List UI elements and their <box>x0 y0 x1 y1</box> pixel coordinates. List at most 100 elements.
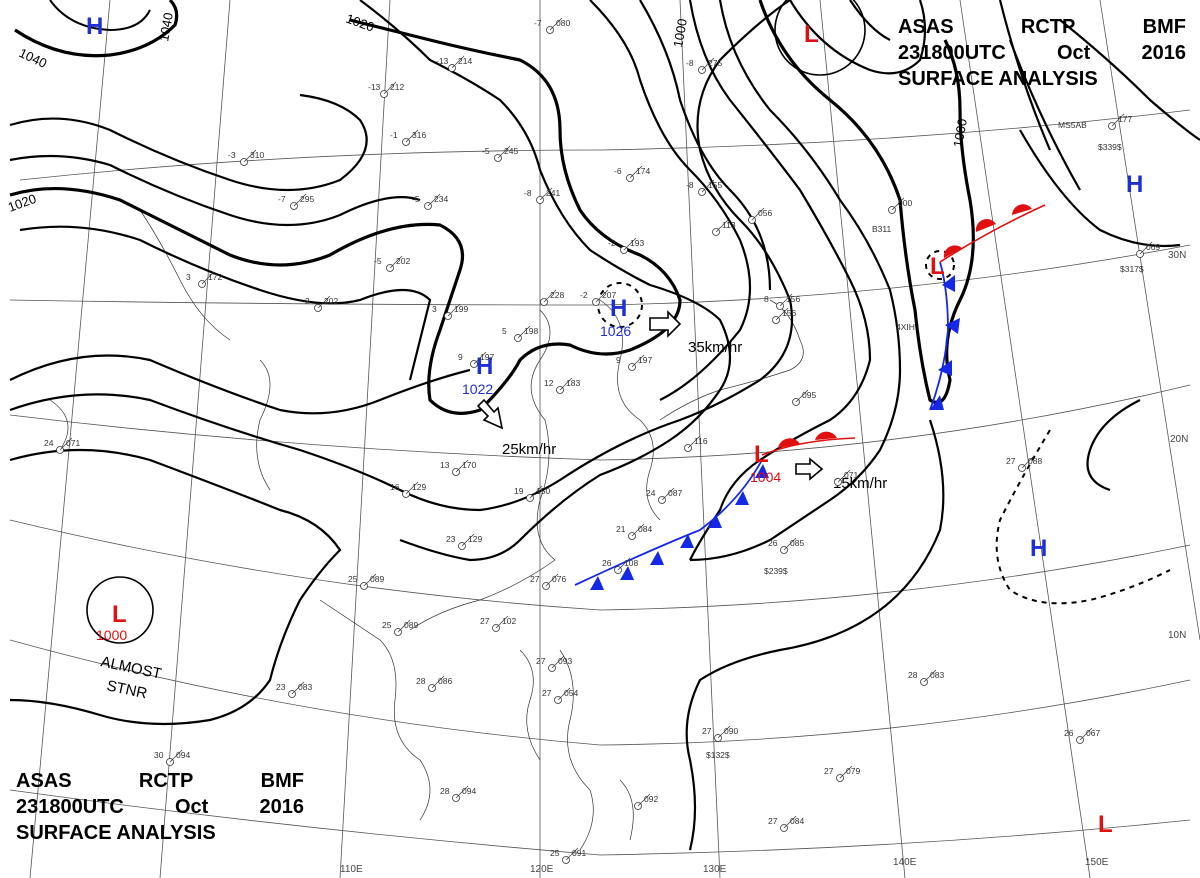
station-temp: 5 <box>502 326 507 336</box>
lat-label-30n: 30N <box>1168 250 1186 261</box>
station-plot: -7 295 <box>278 193 314 210</box>
station-pressure: 088 <box>1028 456 1042 466</box>
wind-barb <box>701 57 715 71</box>
station-temp: -5 <box>374 256 382 266</box>
footer-time: 231800UTC <box>16 796 124 818</box>
station-temp: -2 <box>608 238 616 248</box>
cold-front-1 <box>574 459 769 590</box>
station-pressure: 089 <box>370 574 384 584</box>
wind-barb <box>517 325 531 339</box>
station-temp: 8 <box>764 294 769 304</box>
header-line-2: 231800UTC Oct 2016 <box>898 40 1186 66</box>
station-temp: 27 <box>542 688 552 698</box>
station-pressure: 095 <box>802 390 816 400</box>
high-center-1026: H <box>610 295 627 322</box>
wind-barb <box>397 619 411 633</box>
wind-barb <box>687 435 701 449</box>
station-temp: 3 <box>432 304 437 314</box>
station-pressure: 083 <box>298 682 312 692</box>
motion-label-25: 25km/hr <box>502 441 556 458</box>
wind-barb <box>717 725 731 739</box>
station-pressure: 197 <box>480 352 494 362</box>
station-pressure: 150 <box>536 486 550 496</box>
warm-front-2 <box>939 204 1046 263</box>
pressure-centers: H H H L L L H H L L <box>86 13 1143 838</box>
station-pressure: 054 <box>564 688 578 698</box>
wind-barb <box>495 615 509 629</box>
wind-barb <box>661 487 675 501</box>
station-plot: 095 <box>792 389 816 406</box>
high-center-1022: H <box>476 353 493 380</box>
station-pressure: 086 <box>438 676 452 686</box>
wind-barb <box>383 81 397 95</box>
station-temp: 21 <box>616 524 626 534</box>
wind-barb <box>497 145 511 159</box>
lat-label-20n: 20N <box>1170 434 1188 445</box>
station-temp: 23 <box>276 682 286 692</box>
station-temp: 24 <box>44 438 54 448</box>
station-plot: 27 102 <box>480 615 516 632</box>
station-plot: 25 091 <box>550 847 586 864</box>
station-temp: 27 <box>702 726 712 736</box>
station-plot: -7 080 <box>534 17 570 34</box>
lon-label-110e: 110E <box>340 864 363 875</box>
station-plot: 26 067 <box>1064 727 1100 744</box>
warm-front-1 <box>761 431 856 456</box>
station-plot: -2 207 <box>580 289 616 306</box>
station-pressure: 197 <box>638 355 652 365</box>
station-plot: 8 156 <box>764 293 800 310</box>
high-center-east: H <box>1126 171 1143 198</box>
station-plot: 21 084 <box>616 523 652 540</box>
station-pressure: 080 <box>556 18 570 28</box>
low-center-north: L <box>804 21 819 48</box>
station-temp: 25 <box>382 620 392 630</box>
wind-barb <box>595 289 609 303</box>
low-center-northeast: L <box>930 253 945 280</box>
wind-barb <box>1079 727 1093 741</box>
station-temp: -1 <box>390 130 398 140</box>
wind-barb <box>631 523 645 537</box>
lon-label-140e: 140E <box>893 857 917 868</box>
station-pressure: 234 <box>434 194 448 204</box>
lon-label-120e: 120E <box>530 864 554 875</box>
wind-barb <box>405 129 419 143</box>
station-pressure: 076 <box>552 574 566 584</box>
wind-barb <box>623 237 637 251</box>
header-month: Oct <box>1057 42 1091 64</box>
wind-barb <box>751 207 765 221</box>
wind-barb <box>201 271 215 285</box>
footer-year: 2016 <box>259 796 305 818</box>
station-pressure: 156 <box>786 294 800 304</box>
station-plot: 27 076 <box>530 573 566 590</box>
station-pressure: 000 <box>898 198 912 208</box>
station-pressure: 170 <box>462 460 476 470</box>
station-pressure: 071 <box>66 438 80 448</box>
station-temp: 12 <box>544 378 554 388</box>
station-plot: -1 316 <box>390 129 426 146</box>
station-plot: 071 <box>834 469 858 486</box>
station-temp: -3 <box>228 150 236 160</box>
station-plot: -6 174 <box>614 165 650 182</box>
ship-id-5: B311 <box>872 224 891 234</box>
station-plot: 28 094 <box>440 785 476 802</box>
station-temp: -5 <box>482 146 490 156</box>
station-temp: -8 <box>524 188 532 198</box>
graticule-labels: 30N 20N 10N 110E 120E 130E 140E 150E <box>340 250 1188 875</box>
station-pressure: 228 <box>550 290 564 300</box>
wind-barb <box>551 655 565 669</box>
station-pressure: 071 <box>844 470 858 480</box>
wind-barb <box>839 765 853 779</box>
footer-title: SURFACE ANALYSIS <box>16 822 216 844</box>
station-pressure: 094 <box>462 786 476 796</box>
ship-id-1: $239$ <box>764 566 788 576</box>
station-pressure: 108 <box>624 558 638 568</box>
station-pressure: 094 <box>176 750 190 760</box>
ship-id-2: $132$ <box>706 750 730 760</box>
station-plot: 000 <box>888 197 912 214</box>
wind-barb <box>1021 455 1035 469</box>
header-title: SURFACE ANALYSIS <box>898 68 1098 90</box>
wind-barb <box>451 55 465 69</box>
station-plot: 27 054 <box>542 687 578 704</box>
wind-barb <box>783 537 797 551</box>
wind-barb <box>543 289 557 303</box>
